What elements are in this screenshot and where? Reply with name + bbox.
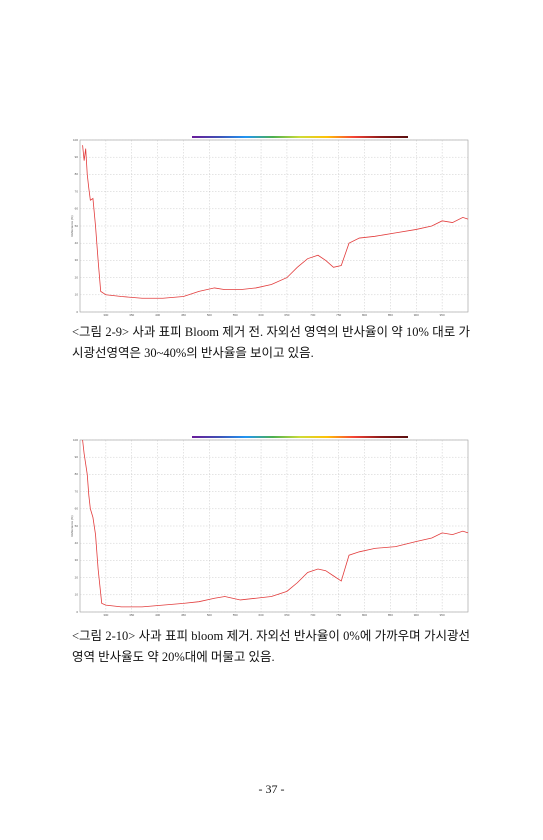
y-tick-label: 100: [73, 438, 78, 442]
y-tick-label: 90: [75, 155, 79, 159]
y-tick-label: 10: [75, 593, 79, 597]
y-tick-label: 50: [75, 524, 79, 528]
y-tick-label: 30: [75, 558, 79, 562]
y-tick-label: 0: [76, 310, 78, 314]
y-tick-label: 50: [75, 224, 79, 228]
y-tick-label: 60: [75, 507, 79, 511]
x-tick-label: 900: [414, 313, 419, 317]
x-tick-label: 950: [440, 613, 445, 617]
x-tick-label: 650: [284, 313, 289, 317]
x-tick-label: 350: [129, 313, 134, 317]
spectrum-bar: [192, 136, 408, 138]
chart: 0 10 20 30 40 50 60 70 80 90 100 300 350 400 450 500 550…: [70, 436, 469, 617]
x-tick-label: 450: [181, 613, 186, 617]
y-axis-label: Reflectance (%): [70, 215, 74, 236]
data-line: [82, 439, 469, 608]
x-tick-label: 900: [414, 613, 419, 617]
x-tick-label: 450: [181, 313, 186, 317]
y-axis-label: Reflectance (%): [70, 515, 74, 536]
x-tick-label: 850: [388, 313, 393, 317]
page-number: - 37 -: [258, 782, 285, 796]
x-tick-label: 950: [440, 313, 445, 317]
x-tick-label: 500: [207, 313, 212, 317]
y-tick-label: 30: [75, 258, 79, 262]
x-tick-label: 750: [336, 613, 341, 617]
chart: 0 10 20 30 40 50 60 70 80 90 100 300 350 400 450 500 550…: [70, 136, 469, 317]
caption: <그림 2-9> 사과 표피 Bloom 제거 전. 자외선 영역의 반사율이 …: [72, 325, 470, 360]
x-tick-label: 550: [233, 613, 238, 617]
y-tick-label: 100: [73, 138, 78, 142]
x-tick-label: 650: [284, 613, 289, 617]
data-line: [82, 145, 469, 299]
caption: <그림 2-10> 사과 표피 bloom 제거. 자외선 반사율이 0%에 가…: [72, 629, 470, 664]
x-tick-label: 700: [310, 613, 315, 617]
x-tick-label: 300: [103, 313, 108, 317]
x-tick-label: 550: [233, 313, 238, 317]
x-tick-label: 350: [129, 613, 134, 617]
y-tick-label: 10: [75, 293, 79, 297]
y-tick-label: 70: [75, 489, 79, 493]
x-tick-label: 600: [259, 613, 264, 617]
y-tick-label: 90: [75, 455, 79, 459]
spectrum-bar: [192, 436, 408, 438]
x-tick-label: 600: [259, 313, 264, 317]
x-tick-label: 800: [362, 613, 367, 617]
x-tick-label: 800: [362, 313, 367, 317]
x-tick-label: 700: [310, 313, 315, 317]
x-tick-label: 850: [388, 613, 393, 617]
y-tick-label: 80: [75, 472, 79, 476]
y-tick-label: 80: [75, 172, 79, 176]
x-tick-label: 500: [207, 613, 212, 617]
y-tick-label: 0: [76, 610, 78, 614]
y-tick-label: 40: [75, 541, 79, 545]
y-tick-label: 40: [75, 241, 79, 245]
y-tick-label: 70: [75, 189, 79, 193]
plot-area: [79, 439, 469, 613]
y-tick-label: 20: [75, 575, 79, 579]
x-tick-label: 300: [103, 613, 108, 617]
y-tick-label: 20: [75, 275, 79, 279]
x-tick-label: 400: [155, 313, 160, 317]
x-tick-label: 400: [155, 613, 160, 617]
x-tick-label: 750: [336, 313, 341, 317]
y-tick-label: 60: [75, 207, 79, 211]
